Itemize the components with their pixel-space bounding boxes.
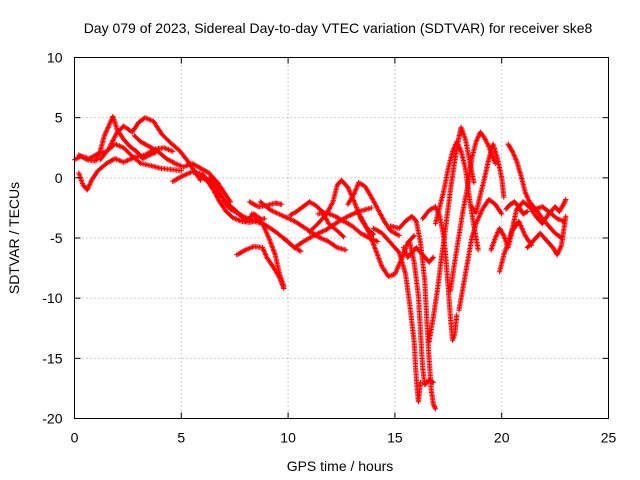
series-arc-f4 [526,196,569,227]
x-tick-label-1: 5 [177,430,185,446]
series-arc-d2 [370,225,424,405]
x-axis-label: GPS time / hours [287,458,394,474]
series-arc-e1 [426,124,477,345]
series-arc-b4 [234,243,287,292]
series-arc-d6 [400,245,436,265]
tick-layer: 0 5 10 15 20 25 -20 -15 -10 -5 0 5 10 [42,50,616,446]
y-tick-label-5: 5 [55,110,63,126]
series-arc-a5 [131,133,233,205]
series-arc-f3 [524,213,569,258]
y-tick-label-4: 0 [55,170,63,186]
y-axis-label: SDTVAR / TECUs [6,182,22,294]
series-arc-a4 [76,145,176,193]
data-layer [71,113,569,412]
y-tick-label-3: -5 [50,230,63,246]
series-arc-c5 [345,180,402,239]
series-arc-e4 [456,196,505,313]
series-arc-e5 [469,141,507,216]
series-arc-a2 [76,113,159,164]
y-tick-label-2: -10 [42,290,62,306]
series-arc-a3 [97,115,204,183]
y-tick-label-0: -20 [42,411,62,427]
series-arc-d4 [407,240,436,388]
series-arc-f5 [503,199,530,217]
y-tick-label-6: 10 [47,50,63,66]
x-tick-label-2: 10 [280,430,296,446]
y-tick-label-1: -15 [42,350,62,366]
x-tick-label-0: 0 [71,430,79,446]
x-tick-label-3: 15 [387,430,403,446]
x-tick-label-4: 20 [494,430,510,446]
chart-title: Day 079 of 2023, Sidereal Day-to-day VTE… [84,20,593,36]
grid-layer [74,57,609,419]
x-tick-label-5: 25 [601,430,617,446]
series-arc-e2 [447,129,498,294]
series-arc-d3 [388,213,439,412]
